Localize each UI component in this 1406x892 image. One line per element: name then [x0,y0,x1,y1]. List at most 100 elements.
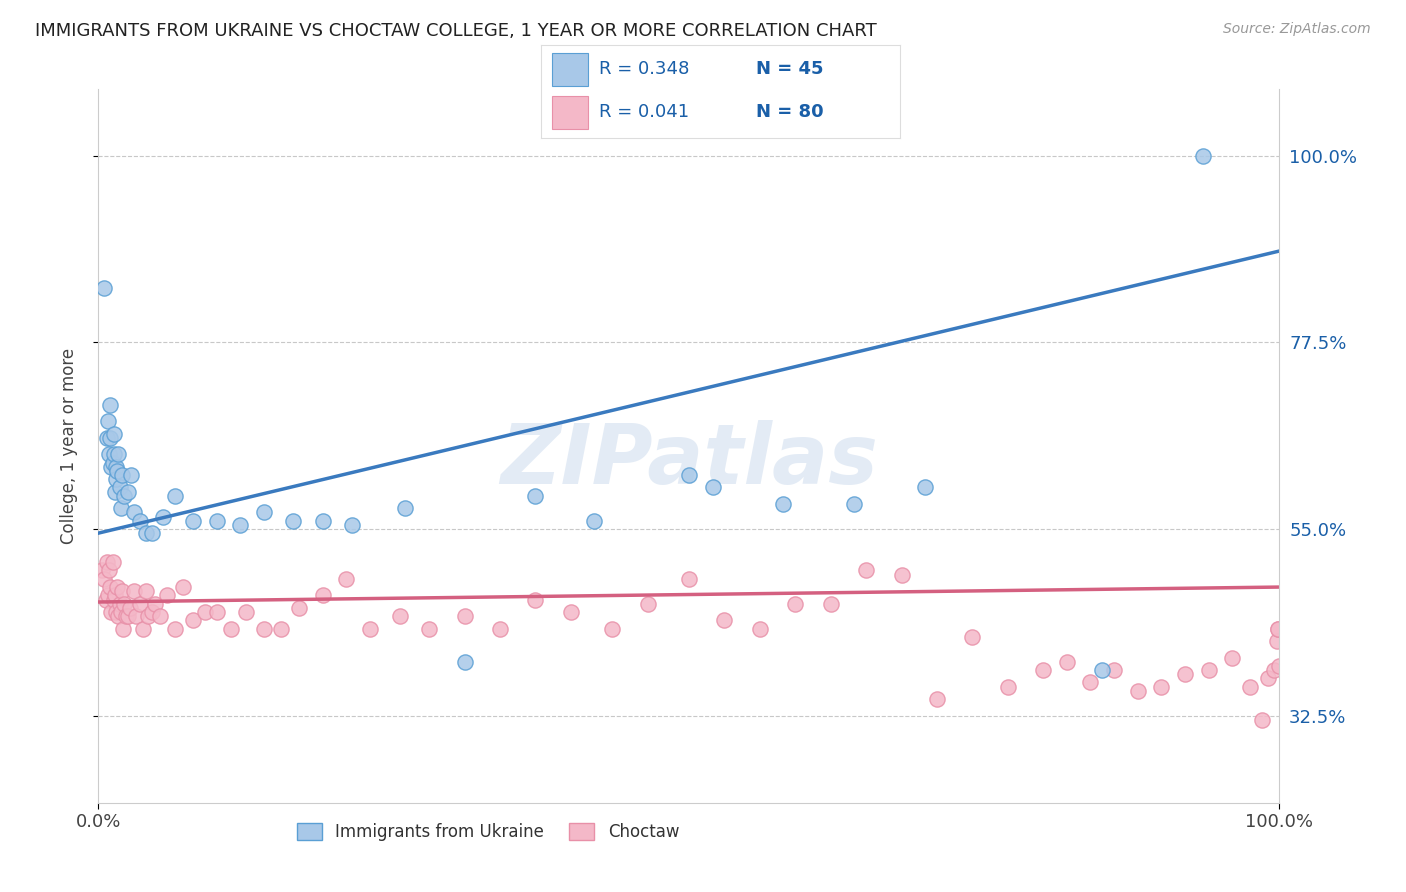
Point [1239,680,1261,694]
Point [141,526,163,541]
Point [96,555,118,569]
Point [453,609,475,624]
Point [135,526,157,541]
Point [181,514,204,528]
Y-axis label: College, 1 year or more: College, 1 year or more [59,348,77,544]
Point [253,622,276,636]
Point [925,692,948,706]
Point [785,597,807,611]
Text: R = 0.348: R = 0.348 [599,60,689,78]
Point [1198,663,1220,677]
Point [105,580,128,594]
Point [107,609,129,624]
Point [453,655,475,669]
Point [914,481,936,495]
Point [418,622,440,636]
Point [103,447,125,461]
Point [111,468,134,483]
Point [288,600,311,615]
Point [1267,622,1289,636]
Point [98,580,121,594]
Point [962,630,984,644]
Point [114,609,136,624]
Point [122,584,145,599]
Point [713,613,735,627]
Text: N = 80: N = 80 [756,103,824,121]
Point [93,572,115,586]
Point [93,281,115,295]
Point [132,622,155,636]
Point [112,597,135,611]
Point [890,567,912,582]
Point [1265,634,1288,648]
Point [335,572,357,586]
Point [678,572,700,586]
Point [1102,663,1125,677]
Point [117,484,139,499]
Point [143,597,166,611]
Point [205,514,228,528]
Point [107,447,129,461]
Point [110,605,132,619]
Point [103,592,125,607]
Point [172,580,194,594]
Point [122,505,145,519]
Point [748,622,770,636]
Point [112,622,135,636]
Point [125,609,148,624]
Point [702,481,724,495]
Text: IMMIGRANTS FROM UKRAINE VS CHOCTAW COLLEGE, 1 YEAR OR MORE CORRELATION CHART: IMMIGRANTS FROM UKRAINE VS CHOCTAW COLLE… [35,22,877,40]
Point [98,564,121,578]
Point [253,505,276,519]
Point [105,459,128,474]
Point [1268,659,1291,673]
Point [524,592,547,607]
Point [100,459,122,474]
Point [105,605,128,619]
Point [110,501,132,516]
Point [1150,680,1173,694]
Point [152,509,174,524]
Point [128,514,150,528]
Point [98,447,121,461]
Point [117,609,139,624]
Point [136,609,159,624]
Point [181,613,204,627]
Point [121,468,143,483]
Point [105,472,128,486]
Point [165,489,187,503]
Text: R = 0.041: R = 0.041 [599,103,689,121]
Point [1091,663,1114,677]
Point [98,431,121,445]
Point [108,597,131,611]
Point [235,605,257,619]
Point [219,622,242,636]
Legend: Immigrants from Ukraine, Choctaw: Immigrants from Ukraine, Choctaw [291,816,686,848]
Point [156,588,179,602]
Point [103,426,125,441]
Point [1263,663,1285,677]
Point [583,514,606,528]
Point [135,584,157,599]
Point [98,397,121,411]
Point [104,484,127,499]
Point [1126,683,1149,698]
Point [97,588,120,602]
Point [1267,622,1289,636]
Point [149,609,172,624]
Point [270,622,292,636]
Point [104,588,127,602]
Point [194,605,217,619]
Point [312,588,335,602]
Point [600,622,623,636]
Point [105,464,128,478]
Point [128,597,150,611]
Point [97,414,120,428]
Point [489,622,512,636]
Text: N = 45: N = 45 [756,60,824,78]
Point [997,680,1019,694]
Point [283,514,305,528]
Point [394,501,416,516]
Point [96,431,118,445]
Point [844,497,866,511]
